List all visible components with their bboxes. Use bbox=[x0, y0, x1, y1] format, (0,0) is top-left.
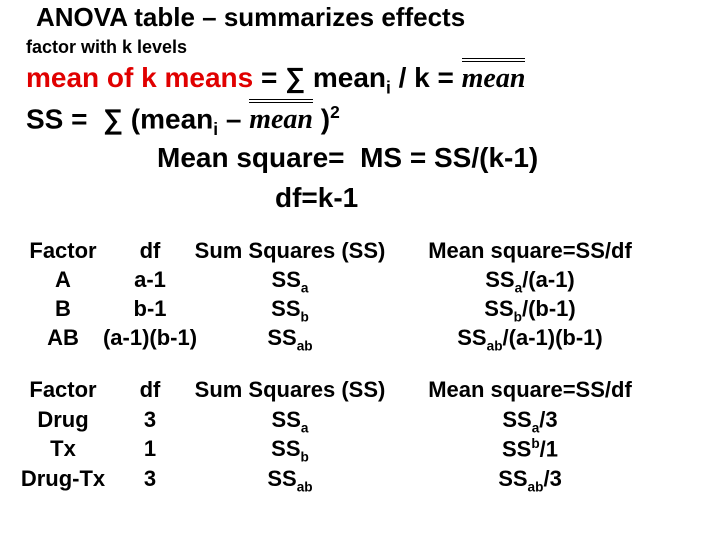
cell-text: /3 bbox=[543, 465, 562, 491]
cell-text: b-1 bbox=[133, 296, 167, 321]
subscript: ab bbox=[296, 338, 313, 354]
cell-text: A bbox=[55, 267, 71, 292]
cell-text: 1 bbox=[143, 436, 157, 461]
header-cell: Factor bbox=[29, 238, 97, 263]
subscript: ab bbox=[527, 478, 544, 494]
subscript: a bbox=[531, 419, 540, 435]
subtitle: factor with k levels bbox=[26, 37, 188, 57]
subscript: i bbox=[386, 77, 391, 98]
table-cell: SSa bbox=[272, 407, 309, 435]
cell-text: SS bbox=[501, 436, 532, 462]
table-cell: 1 bbox=[144, 436, 156, 462]
formula-text: ) bbox=[313, 103, 331, 135]
header-cell: Sum Squares (SS) bbox=[194, 377, 386, 402]
cell-text: 3 bbox=[143, 465, 157, 491]
cell-text: SS bbox=[485, 267, 515, 292]
table-cell: SSa/(a-1) bbox=[485, 267, 575, 295]
cell-text: a-1 bbox=[134, 267, 166, 292]
superscript: b bbox=[531, 436, 540, 451]
cell-text: SS bbox=[484, 296, 514, 321]
cell-text: /(b-1) bbox=[521, 296, 576, 321]
table-cell: B bbox=[55, 296, 71, 322]
cell-text: SS bbox=[267, 465, 297, 491]
cell-text: /1 bbox=[539, 436, 559, 462]
table-cell: SSb bbox=[271, 296, 309, 324]
subscript: b bbox=[513, 309, 522, 325]
table-cell: A bbox=[55, 267, 71, 293]
table-cell: b-1 bbox=[134, 296, 167, 322]
table-cell: 3 bbox=[144, 407, 156, 433]
cell-text: SS bbox=[271, 436, 301, 461]
cell-text: (a-1)(b-1) bbox=[102, 325, 198, 350]
table-cell: Tx bbox=[50, 436, 76, 462]
ms-formula: Mean square= MS = SS/(k-1) bbox=[157, 142, 539, 173]
superscript: 2 bbox=[330, 102, 340, 122]
formula-text: / k = bbox=[390, 62, 462, 93]
cell-text: /3 bbox=[539, 406, 558, 432]
table-cell: (a-1)(b-1) bbox=[103, 325, 197, 351]
header-cell: df bbox=[139, 377, 161, 402]
header-cell: df bbox=[139, 238, 161, 263]
cell-text: B bbox=[55, 296, 71, 321]
subscript: ab bbox=[486, 338, 503, 354]
header-cell: Factor bbox=[29, 377, 97, 402]
formula-text: = ∑ mean bbox=[253, 62, 386, 93]
cell-text: /(a-1)(b-1) bbox=[502, 325, 603, 350]
mean-symbol: mean bbox=[249, 99, 313, 136]
table-cell: SSab/(a-1)(b-1) bbox=[457, 325, 602, 353]
subscript: b bbox=[300, 309, 309, 325]
cell-text: SS bbox=[498, 465, 528, 491]
table-cell: SSb/1 bbox=[502, 436, 558, 462]
header-cell: Sum Squares (SS) bbox=[194, 238, 386, 263]
subscript: a bbox=[300, 419, 309, 435]
grand-mean-formula: mean of k means = ∑ meani / k = mean bbox=[26, 58, 526, 99]
table-cell: Drug bbox=[37, 407, 88, 433]
table-cell: Drug-Tx bbox=[21, 466, 105, 492]
cell-text: /(a-1) bbox=[522, 267, 575, 292]
formula-text: SS = ∑ (mean bbox=[26, 103, 214, 135]
cell-text: Drug bbox=[37, 406, 89, 432]
formula-text: – bbox=[218, 103, 250, 135]
header-cell: Mean square=SS/df bbox=[428, 238, 632, 263]
formula-label: mean of k means bbox=[26, 62, 254, 93]
subscript: a bbox=[300, 280, 309, 296]
table-cell: SSb bbox=[271, 436, 309, 464]
mean-symbol: mean bbox=[461, 58, 526, 94]
table-cell: SSa bbox=[272, 267, 309, 295]
table-cell: SSab/3 bbox=[498, 466, 562, 494]
cell-text: 3 bbox=[143, 406, 157, 432]
cell-text: SS bbox=[267, 325, 297, 350]
table-cell: SSab bbox=[267, 466, 312, 494]
table-cell: SSab bbox=[267, 325, 312, 353]
subscript: b bbox=[300, 449, 309, 465]
ss-formula: SS = ∑ (meani – mean )2 bbox=[26, 99, 340, 140]
cell-text: AB bbox=[47, 325, 79, 350]
cell-text: SS bbox=[271, 267, 301, 292]
cell-text: SS bbox=[502, 406, 532, 432]
table-cell: AB bbox=[47, 325, 79, 351]
header-cell: Mean square=SS/df bbox=[428, 377, 632, 402]
table-cell: a-1 bbox=[134, 267, 166, 293]
cell-text: Drug-Tx bbox=[20, 465, 106, 491]
table-cell: SSa/3 bbox=[502, 407, 557, 435]
subscript: i bbox=[213, 118, 219, 139]
cell-text: SS bbox=[271, 406, 301, 432]
title: ANOVA table – summarizes effects bbox=[36, 2, 466, 32]
table-cell: 3 bbox=[144, 466, 156, 492]
cell-text: Tx bbox=[50, 436, 76, 461]
cell-text: SS bbox=[457, 325, 487, 350]
df-formula: df=k-1 bbox=[275, 182, 359, 213]
cell-text: SS bbox=[271, 296, 301, 321]
subscript: a bbox=[514, 280, 523, 296]
subscript: ab bbox=[296, 478, 313, 494]
table-cell: SSb/(b-1) bbox=[484, 296, 575, 324]
